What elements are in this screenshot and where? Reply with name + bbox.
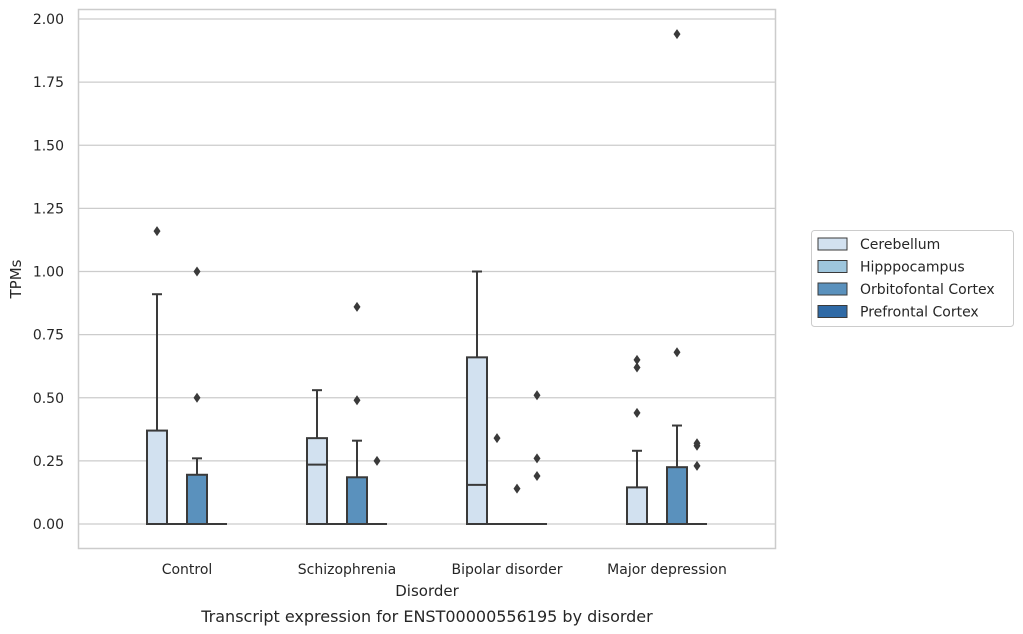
box-group (507, 483, 527, 525)
outlier-point (533, 390, 541, 401)
outlier-point (373, 455, 381, 466)
box-group (466, 270, 488, 525)
outlier-point (633, 362, 641, 373)
box-body (306, 437, 328, 525)
y-tick-label: 0.25 (33, 454, 64, 470)
y-tick-label: 1.50 (33, 138, 64, 154)
y-tick-label: 0.00 (33, 517, 64, 533)
box-body (146, 429, 168, 526)
box-group (346, 301, 368, 526)
box-body (186, 473, 208, 526)
box-group (687, 438, 707, 525)
y-axis-ticks: 0.00 0.25 0.50 0.75 1.00 1.25 1.50 1.75 2.00 (33, 12, 64, 533)
outlier-point (193, 392, 201, 403)
y-tick-label: 1.00 (33, 265, 64, 281)
outlier-point (673, 29, 681, 40)
x-tick-label: Control (162, 562, 213, 578)
outlier-point (193, 266, 201, 277)
outlier-point (353, 301, 361, 312)
legend-swatch (817, 305, 848, 318)
outlier-point (673, 347, 681, 358)
outlier-point (633, 354, 641, 365)
legend: Cerebellum Hipppocampus Orbitofontal Corte… (811, 230, 1014, 327)
legend-label: Orbitofontal Cortex (860, 282, 995, 298)
outlier-point (633, 407, 641, 418)
box-body (466, 356, 488, 525)
outlier-point (693, 460, 701, 471)
y-tick-label: 0.75 (33, 328, 64, 344)
box-group (626, 354, 648, 526)
legend-label: Hipppocampus (860, 260, 965, 276)
outlier-point (153, 226, 161, 237)
x-tick-label: Bipolar disorder (451, 562, 562, 578)
outlier-point (533, 453, 541, 464)
chart-caption: Transcript expression for ENST0000055619… (200, 607, 653, 626)
legend-label: Cerebellum (860, 237, 940, 253)
x-axis-ticks: Control Schizophrenia Bipolar disorder Majo… (162, 562, 727, 578)
box-body (346, 476, 368, 526)
legend-swatch (817, 237, 848, 251)
box-group (367, 455, 387, 525)
legend-label: Prefrontal Cortex (860, 305, 979, 321)
legend-swatch (817, 282, 848, 296)
box-plots (146, 29, 707, 526)
box-group (487, 433, 507, 525)
x-tick-label: Major depression (607, 562, 727, 578)
box-group (146, 226, 168, 526)
box-body (666, 466, 688, 525)
plot-area-frame (77, 8, 777, 550)
x-tick-label: Schizophrenia (298, 562, 396, 578)
box-body (626, 486, 648, 526)
outlier-point (353, 395, 361, 406)
y-axis-label: TPMs (7, 259, 25, 299)
y-tick-label: 0.50 (33, 391, 64, 407)
y-tick-label: 1.25 (33, 201, 64, 217)
legend-frame (811, 230, 1014, 327)
box-group (306, 389, 328, 525)
box-group (186, 266, 208, 526)
x-axis-label: Disorder (395, 582, 459, 600)
legend-swatch (817, 260, 848, 273)
y-tick-label: 2.00 (33, 12, 64, 28)
outlier-point (693, 438, 701, 449)
outlier-point (513, 483, 521, 494)
outlier-point (533, 471, 541, 482)
box-group (666, 29, 688, 525)
outlier-point (493, 433, 501, 444)
box-group (527, 390, 547, 525)
gridlines (78, 18, 775, 525)
y-tick-label: 1.75 (33, 75, 64, 91)
